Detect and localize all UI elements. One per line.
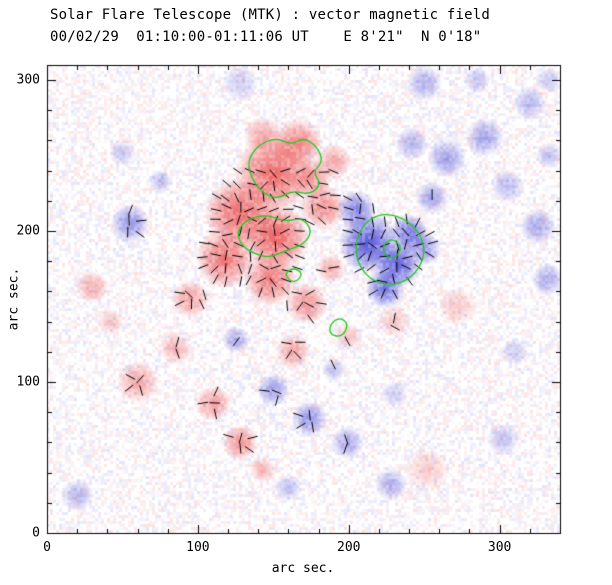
- chart-subtitle: 00/02/29 01:10:00-01:11:06 UT E 8'21" N …: [50, 29, 482, 45]
- y-axis-label: arc sec.: [6, 267, 22, 331]
- chart-title: Solar Flare Telescope (MTK) : vector mag…: [50, 7, 491, 23]
- x-axis-label: arc sec.: [271, 561, 335, 576]
